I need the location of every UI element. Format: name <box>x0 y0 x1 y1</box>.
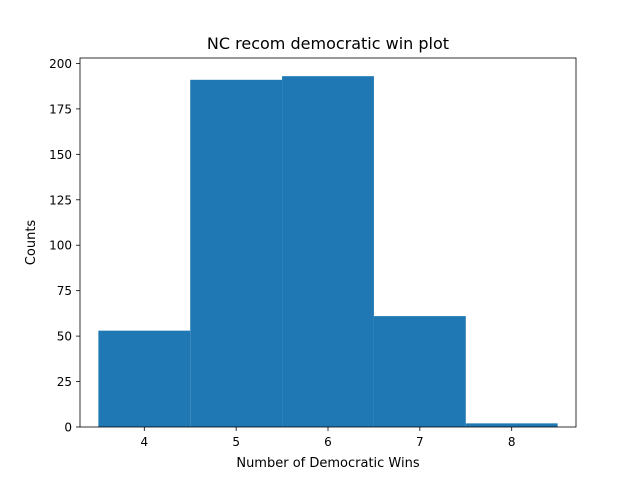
x-tick-label: 8 <box>508 435 516 449</box>
histogram-bar-1 <box>190 79 283 427</box>
x-tick-label: 5 <box>232 435 240 449</box>
plot-frame <box>79 57 577 428</box>
y-tick-label: 150 <box>49 148 72 162</box>
y-tick-label: 50 <box>57 330 72 344</box>
y-tick-label: 175 <box>49 102 72 116</box>
histogram-bar-0 <box>98 330 191 427</box>
bars-layer <box>98 76 558 427</box>
y-tick-label: 0 <box>64 421 72 435</box>
histogram-bar-4 <box>465 423 558 427</box>
x-tick-label: 7 <box>416 435 424 449</box>
y-tick-label: 100 <box>49 239 72 253</box>
x-tick-label: 4 <box>140 435 148 449</box>
y-tick-label: 25 <box>57 375 72 389</box>
histogram-bar-3 <box>373 316 466 427</box>
chart-title: NC recom democratic win plot <box>207 34 449 53</box>
ticks-layer: 4 5 6 7 8 0 25 50 75 100 125 150 175 200 <box>49 57 515 449</box>
x-tick-label: 6 <box>324 435 332 449</box>
y-axis-label: Counts <box>24 220 39 266</box>
histogram-bar-2 <box>282 76 374 427</box>
y-tick-label: 200 <box>49 57 72 71</box>
y-tick-label: 125 <box>49 193 72 207</box>
x-axis-label: Number of Democratic Wins <box>236 456 420 471</box>
y-tick-label: 75 <box>57 284 72 298</box>
